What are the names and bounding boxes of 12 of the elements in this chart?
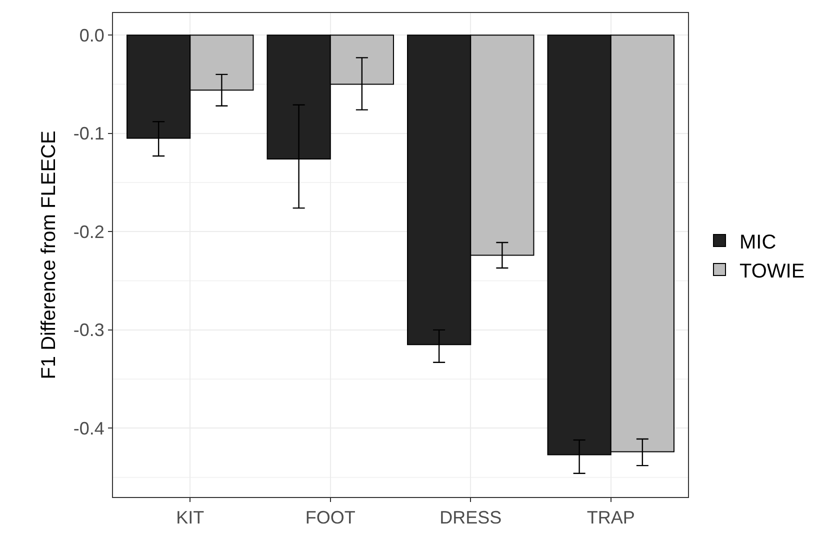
x-tick-label: TRAP xyxy=(586,508,635,528)
y-tick-label: -0.3 xyxy=(73,320,104,340)
x-tick-label: KIT xyxy=(176,508,204,528)
x-tick-label: FOOT xyxy=(305,508,356,528)
y-tick-label: 0.0 xyxy=(79,25,104,46)
x-tick-label: DRESS xyxy=(440,508,502,528)
legend-label: MIC xyxy=(740,231,776,254)
legend-label: TOWIE xyxy=(740,260,805,282)
y-axis-title: F1 Difference from FLEECE xyxy=(38,130,60,380)
y-tick-label: -0.4 xyxy=(73,418,104,439)
y-tick-label: -0.1 xyxy=(73,124,104,144)
y-tick-label: -0.2 xyxy=(73,222,104,242)
